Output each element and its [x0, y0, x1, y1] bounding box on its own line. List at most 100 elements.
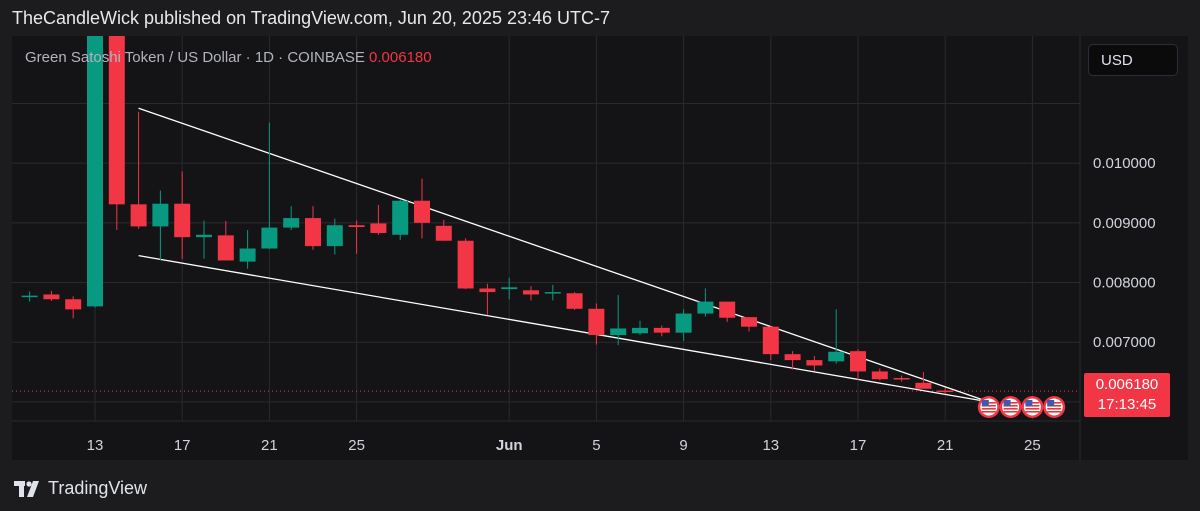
- candle-body: [130, 204, 147, 227]
- candle: [239, 229, 256, 269]
- flag-stripe: [1047, 411, 1062, 413]
- candle-body: [741, 317, 757, 327]
- tradingview-logo-icon: [14, 480, 39, 497]
- candle-body: [414, 200, 430, 223]
- x-tick-label: 21: [937, 437, 954, 454]
- event-marker-icon: [1043, 396, 1066, 418]
- flag-canton: [981, 400, 989, 406]
- currency-button[interactable]: USD: [1088, 44, 1178, 76]
- candle-body: [675, 313, 692, 333]
- candle-body: [937, 390, 954, 393]
- candle: [653, 325, 670, 337]
- candle-body: [719, 301, 736, 318]
- candle-body: [806, 360, 823, 366]
- bar-countdown: 17:13:45: [1097, 396, 1157, 413]
- candle: [806, 355, 823, 371]
- candle-body: [610, 328, 627, 336]
- candle: [283, 206, 300, 230]
- x-tick-label: 25: [1024, 437, 1041, 454]
- candle-body: [21, 295, 38, 298]
- flag-stripe: [1025, 408, 1040, 410]
- candle: [130, 111, 147, 229]
- candle: [152, 190, 169, 261]
- flag-stripe: [1047, 408, 1062, 410]
- brand-footer[interactable]: TradingView: [14, 478, 147, 499]
- candle: [457, 238, 474, 290]
- x-tick-label: 17: [174, 437, 191, 454]
- candle: [479, 283, 496, 315]
- candle: [348, 220, 365, 254]
- candle-body: [108, 36, 125, 205]
- x-tick-label: 13: [87, 437, 104, 454]
- candle-body: [370, 223, 387, 233]
- last-price-tag: 0.006180 17:13:45: [1084, 373, 1170, 417]
- candle: [893, 375, 910, 382]
- candle-body: [588, 308, 605, 336]
- candle: [523, 286, 539, 301]
- candle-body: [523, 290, 539, 295]
- candle: [762, 326, 779, 361]
- x-tick-label: Jun: [496, 437, 523, 454]
- flag-stripe: [981, 408, 996, 410]
- candle-body: [697, 301, 714, 314]
- candle: [108, 36, 125, 230]
- candle: [217, 221, 234, 261]
- x-tick-label: 13: [762, 437, 779, 454]
- candle-body: [348, 225, 365, 228]
- candle-body: [501, 287, 518, 290]
- event-marker-icon: [977, 396, 1000, 418]
- candle: [435, 219, 452, 241]
- x-tick-label: 9: [679, 437, 687, 454]
- flag-canton: [1047, 400, 1055, 406]
- candle-body: [871, 371, 888, 380]
- candle: [828, 309, 845, 364]
- event-marker-icon: [999, 396, 1022, 418]
- y-tick-label: 0.009000: [1093, 215, 1156, 232]
- candle-body: [87, 36, 103, 307]
- candle-body: [653, 327, 670, 333]
- x-tick-label: 21: [261, 437, 278, 454]
- chart-area[interactable]: 13 17 21 25 Jun 5 9 13 17 21 25 0.010000 0.009000 0.0…: [12, 36, 1188, 460]
- candle: [697, 288, 714, 317]
- candle-body: [915, 382, 932, 389]
- candle-body: [479, 288, 496, 293]
- candle: [21, 291, 38, 302]
- candle: [370, 204, 387, 235]
- trendline-upper: [138, 107, 990, 403]
- candle-body: [893, 378, 910, 380]
- candle: [632, 320, 648, 336]
- candle-body: [850, 351, 866, 372]
- publish-caption: TheCandleWick published on TradingView.c…: [12, 8, 611, 28]
- candle-body: [43, 294, 60, 300]
- flag-stripe: [1025, 411, 1040, 413]
- candle: [719, 301, 736, 322]
- candle-body: [305, 218, 321, 247]
- candle-body: [239, 248, 256, 262]
- candle: [588, 303, 605, 345]
- candle-body: [435, 225, 452, 241]
- candle-body: [283, 218, 300, 228]
- candle: [544, 284, 561, 301]
- last-price-value: 0.006180: [1095, 376, 1159, 393]
- flag-canton: [1025, 400, 1033, 406]
- candle-body: [174, 203, 191, 238]
- brand-name: TradingView: [48, 478, 148, 498]
- symbol-legend: Green Satoshi Token / US Dollar · 1D · C…: [25, 49, 432, 66]
- candle: [675, 309, 692, 342]
- candle-body: [762, 326, 779, 355]
- candlestick-chart[interactable]: 13 17 21 25 Jun 5 9 13 17 21 25 0.010000 0.009000 0.0…: [12, 36, 1188, 460]
- candle-body: [196, 234, 212, 238]
- candle-body: [326, 225, 343, 247]
- flag-stripe: [981, 411, 996, 413]
- flag-stripe: [1003, 411, 1018, 413]
- flag-canton: [1003, 400, 1011, 406]
- candle: [850, 349, 866, 380]
- candle-body: [566, 293, 583, 309]
- candle: [196, 220, 212, 259]
- trendline-lower: [138, 255, 989, 403]
- candle-body: [544, 292, 561, 294]
- event-marker-icon: [1021, 396, 1044, 418]
- candle-body: [261, 227, 278, 249]
- candle: [326, 218, 343, 255]
- x-tick-label: 17: [850, 437, 867, 454]
